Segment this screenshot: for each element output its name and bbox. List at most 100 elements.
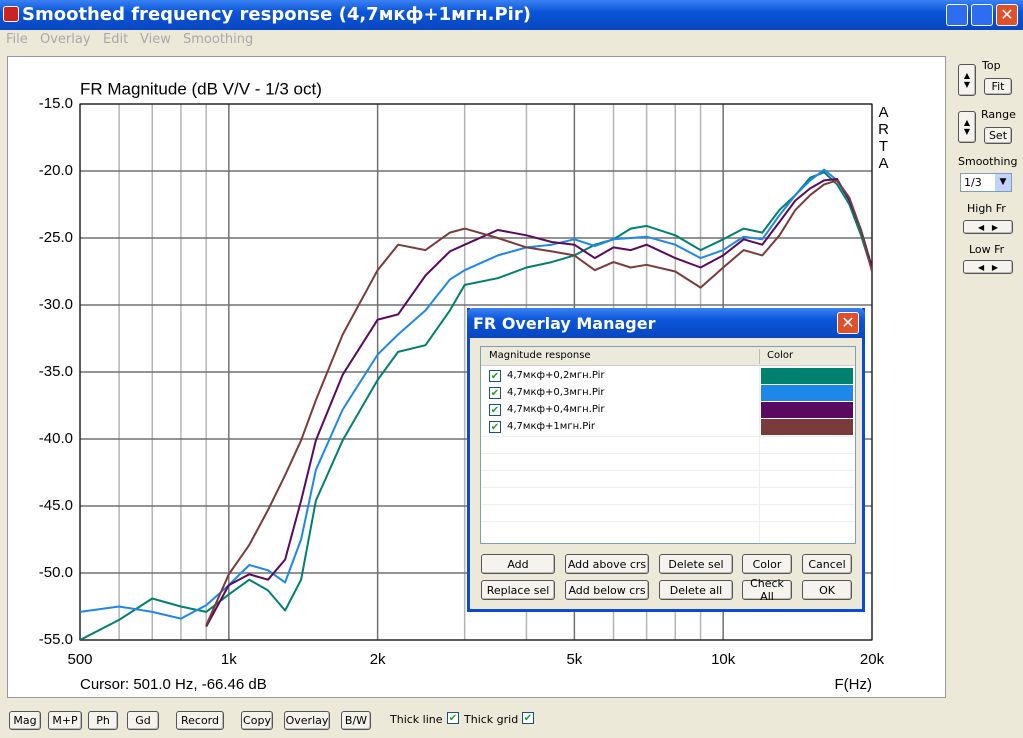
- series-line: [205, 179, 872, 626]
- legend-label: 4,7мкф+0,3мгн.Pir: [507, 387, 605, 398]
- smoothing-select[interactable]: 1/3 ▼: [960, 173, 1012, 192]
- dialog-button[interactable]: Replace sel: [481, 580, 555, 600]
- dialog-title: FR Overlay Manager: [473, 314, 656, 333]
- y-tick-label: -15.0: [39, 95, 73, 112]
- legend-label: 4,7мкф+0,4мгн.Pir: [507, 404, 605, 415]
- menu-item[interactable]: Overlay: [40, 32, 91, 47]
- dialog-button[interactable]: Add above crs: [565, 554, 649, 574]
- legend-label: 4,7мкф+0,2мгн.Pir: [507, 370, 605, 381]
- legend-label: 4,7мкф+1мгн.Pir: [507, 421, 595, 432]
- x-tick-label: 20k: [860, 651, 885, 668]
- x-axis-label: F(Hz): [835, 676, 873, 693]
- y-tick-label: -50.0: [39, 564, 73, 581]
- checkbox-label: Thick grid: [464, 713, 519, 726]
- window-title: Smoothed frequency response (4,7мкф+1мгн…: [22, 4, 531, 25]
- list-row-line: [481, 521, 855, 522]
- top-label: Top: [982, 59, 1001, 72]
- x-tick-label: 2k: [370, 651, 386, 668]
- close-button[interactable]: ✕: [996, 4, 1018, 26]
- y-tick-label: -30.0: [39, 296, 73, 313]
- high-fr-arrows[interactable]: ◀ ▶: [963, 220, 1013, 234]
- range-label: Range: [981, 108, 1016, 121]
- maximize-button[interactable]: [971, 4, 993, 26]
- list-row-line: [481, 504, 855, 505]
- list-header: Magnitude response Color: [481, 347, 855, 366]
- y-tick-label: -20.0: [39, 162, 73, 179]
- cursor-readout: Cursor: 501.0 Hz, -66.46 dB: [80, 676, 267, 693]
- x-tick-label: 500: [67, 651, 92, 668]
- x-tick-label: 5k: [566, 651, 582, 668]
- legend-swatch: [761, 419, 853, 435]
- set-button[interactable]: Set: [984, 127, 1012, 144]
- dialog-button[interactable]: Add: [481, 554, 555, 574]
- toolbar-button[interactable]: Copy: [241, 711, 273, 730]
- side-panel: Top ▲ ▼ Fit Range ▲ ▼ Set Smoothing 1/3 ▼ H…: [948, 56, 1023, 698]
- y-tick-label: -45.0: [39, 497, 73, 514]
- toolbar-button[interactable]: Gd: [127, 711, 159, 730]
- toolbar-button[interactable]: B/W: [341, 711, 371, 730]
- checkbox[interactable]: ✔: [522, 712, 534, 724]
- checkbox-label: Thick line: [390, 713, 443, 726]
- y-tick-label: -25.0: [39, 229, 73, 246]
- y-tick-label: -55.0: [39, 631, 73, 648]
- low-fr-arrows[interactable]: ◀ ▶: [963, 260, 1013, 274]
- menu-item[interactable]: Smoothing: [183, 32, 254, 47]
- legend-swatch: [761, 385, 853, 401]
- legend-checkbox[interactable]: ✔: [489, 404, 501, 416]
- legend-checkbox[interactable]: ✔: [489, 370, 501, 382]
- y-tick-label: -35.0: [39, 363, 73, 380]
- smoothing-label: Smoothing: [958, 155, 1018, 168]
- title-bar: Smoothed frequency response (4,7мкф+1мгн…: [0, 0, 1023, 30]
- checkbox[interactable]: ✔: [447, 712, 459, 724]
- list-row-line: [481, 470, 855, 471]
- watermark: ARTA: [875, 104, 892, 172]
- series-line: [205, 178, 872, 628]
- high-fr-label: High Fr: [967, 202, 1006, 215]
- legend-checkbox[interactable]: ✔: [489, 421, 501, 433]
- list-row-line: [481, 453, 855, 454]
- toolbar: Mag M+P Ph Gd Record Copy Overlay B/W Thick line…: [0, 706, 1023, 736]
- overlay-dialog: FR Overlay Manager ✕ Magnitude response …: [467, 308, 865, 612]
- toolbar-button[interactable]: Ph: [88, 711, 118, 730]
- dialog-button[interactable]: Add below crs: [565, 580, 649, 600]
- menu-bar: File Overlay Edit View Smoothing: [0, 30, 1023, 50]
- series-line: [80, 168, 872, 620]
- smoothing-value: 1/3: [964, 176, 982, 189]
- list-row-line: [481, 436, 855, 437]
- toolbar-button[interactable]: Overlay: [284, 711, 330, 730]
- dialog-buttons: Add Add above crs Delete sel Color Cancel Rep…: [470, 308, 862, 608]
- low-fr-label: Low Fr: [969, 243, 1005, 256]
- dialog-button[interactable]: Delete all: [659, 580, 733, 600]
- minimize-button[interactable]: [946, 4, 968, 26]
- top-spinner[interactable]: ▲ ▼: [958, 64, 976, 96]
- range-spinner[interactable]: ▲ ▼: [958, 111, 976, 143]
- fit-button[interactable]: Fit: [984, 78, 1012, 95]
- list-row-line: [481, 487, 855, 488]
- dialog-title-bar: FR Overlay Manager ✕: [467, 308, 865, 338]
- y-tick-label: -40.0: [39, 430, 73, 447]
- column-header: Color: [767, 350, 794, 361]
- plot-frame: [79, 103, 873, 641]
- legend-swatch: [761, 402, 853, 418]
- toolbar-button[interactable]: M+P: [48, 711, 82, 730]
- app-icon: [3, 6, 19, 22]
- menu-item[interactable]: View: [140, 32, 171, 47]
- menu-item[interactable]: File: [6, 32, 28, 47]
- dialog-button[interactable]: OK: [802, 580, 852, 600]
- toolbar-button[interactable]: Mag: [9, 711, 41, 730]
- list-column-line: [759, 366, 760, 543]
- dialog-button[interactable]: Delete sel: [659, 554, 733, 574]
- x-tick-label: 10k: [711, 651, 736, 668]
- toolbar-button[interactable]: Record: [176, 711, 224, 730]
- column-header: Magnitude response: [489, 350, 591, 361]
- x-tick-label: 1k: [221, 651, 237, 668]
- dialog-button[interactable]: Color: [742, 554, 792, 574]
- legend-swatch: [761, 368, 853, 384]
- chart-title: FR Magnitude (dB V/V - 1/3 oct): [80, 79, 322, 98]
- dialog-button[interactable]: Check All: [742, 577, 792, 603]
- menu-item[interactable]: Edit: [103, 32, 129, 47]
- legend-checkbox[interactable]: ✔: [489, 387, 501, 399]
- dialog-button[interactable]: Cancel: [802, 554, 852, 574]
- dialog-close[interactable]: ✕: [837, 312, 859, 334]
